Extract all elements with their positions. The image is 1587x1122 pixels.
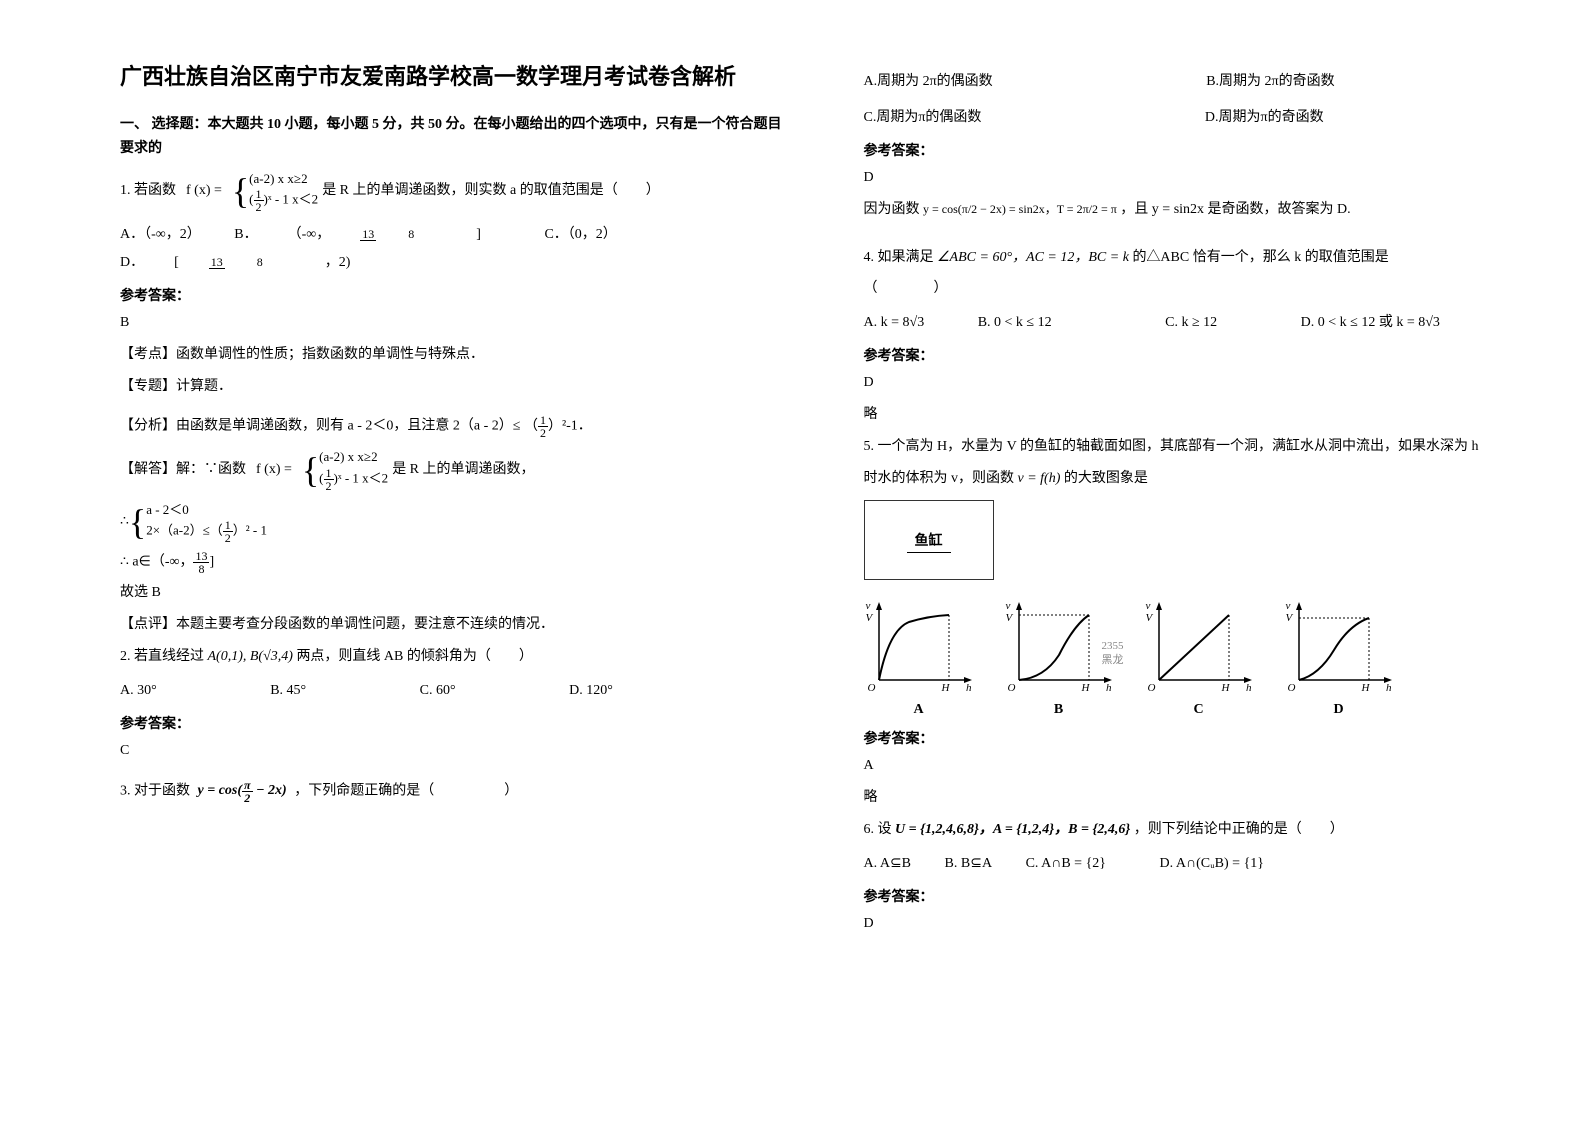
q1-note2: 【专题】计算题． [120, 375, 784, 399]
q1-ans: B [120, 311, 784, 335]
q3-options-row2: C.周期为π的偶函数 D.周期为π的奇函数 [864, 104, 1528, 132]
q4-optB: B. 0 < k ≤ 12 [978, 309, 1052, 337]
q3-expl: 因为函数 y = cos(π/2 − 2x) = sin2x，T = 2π/2 … [864, 198, 1528, 222]
q1-options: A．（-∞，2） B．（-∞，138] C．（0，2） D．[138，2) [120, 221, 784, 277]
chart-C: v V O H h C [1144, 600, 1254, 700]
q4-ans-label: 参考答案： [864, 345, 1528, 365]
q3-optC: C.周期为π的偶函数 [864, 104, 982, 132]
chart-D-label: D [1284, 702, 1394, 718]
q1-optC: C．（0，2） [544, 221, 616, 249]
tank-label: 鱼缸 [907, 528, 951, 553]
q2-optD: D. 120° [569, 677, 613, 705]
q2-optB: B. 45° [270, 677, 306, 705]
q5-charts: v V O H h A v V O H h 2355黑龙 [864, 600, 1528, 700]
q6-optB: B. B⊆A [945, 850, 993, 878]
q1-note1: 【考点】函数单调性的性质；指数函数的单调性与特殊点． [120, 343, 784, 367]
q2: 2. 若直线经过 A(0,1), B(√3,4) 两点，则直线 AB 的倾斜角为… [120, 645, 784, 669]
tank-figure: 鱼缸 [864, 500, 994, 580]
q1-conclusion: ∴ a∈（-∞，138] [120, 550, 784, 575]
q5-brief: 略 [864, 786, 1528, 810]
q4-brief: 略 [864, 403, 1528, 427]
q1-prefix: 1. 若函数 [120, 179, 176, 203]
q1-pick: 故选 B [120, 581, 784, 605]
q6-optD: D. A∩(CᵤB) = {1} [1160, 850, 1264, 878]
q1: 1. 若函数 f (x) = { (a-2) x x≥2 (12)ˣ - 1 x… [120, 169, 784, 214]
q1-note5: 【点评】本题主要考查分段函数的单调性问题，要注意不连续的情况． [120, 613, 784, 637]
chart-B-label: B [1004, 702, 1114, 718]
section-1-header: 一、 选择题：本大题共 10 小题，每小题 5 分，共 50 分。在每小题给出的… [120, 113, 784, 161]
q1-suffix: 是 R 上的单调递函数，则实数 a 的取值范围是（ ） [322, 179, 660, 203]
chart-B: v V O H h 2355黑龙 B [1004, 600, 1114, 700]
q1-optA: A．（-∞，2） [120, 221, 201, 249]
q4-paren: （ ） [864, 277, 1528, 301]
q5-line2: 时水的体积为 v，则函数 v = f(h) 的大致图象是 [864, 467, 1528, 491]
right-column: A.周期为 2π的偶函数 B.周期为 2π的奇函数 C.周期为π的偶函数 D.周… [824, 60, 1548, 1082]
q1-optB: B．（-∞，138] [234, 221, 511, 249]
q6-options: A. A⊆B B. B⊆A C. A∩B = {2} D. A∩(CᵤB) = … [864, 850, 1528, 878]
q6: 6. 设 U = {1,2,4,6,8}，A = {1,2,4}，B = {2,… [864, 818, 1528, 842]
q4-ans: D [864, 371, 1528, 395]
q2-options: A. 30° B. 45° C. 60° D. 120° [120, 677, 784, 705]
q4-optA: A. k = 8√3 [864, 309, 925, 337]
q3-ans-label: 参考答案： [864, 140, 1528, 160]
q6-ans-label: 参考答案： [864, 886, 1528, 906]
q1-optD: D．[138，2) [120, 249, 380, 277]
q3-optD: D.周期为π的奇函数 [1205, 104, 1324, 132]
chart-C-label: C [1144, 702, 1254, 718]
q1-solution: 【解答】解：∵函数 f (x) = { (a-2) x x≥2 (12)ˣ - … [120, 447, 784, 492]
q5-ans: A [864, 754, 1528, 778]
q3-options-row1: A.周期为 2π的偶函数 B.周期为 2π的奇函数 [864, 68, 1528, 96]
q3-optB: B.周期为 2π的奇函数 [1206, 68, 1334, 96]
q6-optC: C. A∩B = {2} [1026, 850, 1106, 878]
q5: 5. 一个高为 H，水量为 V 的鱼缸的轴截面如图，其底部有一个洞，满缸水从洞中… [864, 435, 1528, 459]
q2-ans-label: 参考答案： [120, 713, 784, 733]
exam-title: 广西壮族自治区南宁市友爱南路学校高一数学理月考试卷含解析 [120, 60, 784, 93]
q3-fn: y = cos(π2 − 2x) [198, 783, 287, 798]
q2-optA: A. 30° [120, 677, 157, 705]
q3-ans: D [864, 166, 1528, 190]
q5-ans-label: 参考答案： [864, 728, 1528, 748]
q6-ans: D [864, 912, 1528, 936]
q1-fx: f (x) = [186, 179, 222, 203]
chart-D: v V O H h D [1284, 600, 1394, 700]
watermark: 2355黑龙 [1102, 640, 1124, 666]
q2-optC: C. 60° [420, 677, 456, 705]
chart-A: v V O H h A [864, 600, 974, 700]
q1-line2: (12)ˣ - 1 x＜2 [249, 188, 318, 213]
q1-ans-label: 参考答案： [120, 285, 784, 305]
q3-optA: A.周期为 2π的偶函数 [864, 68, 993, 96]
q1-system: ∴ { a - 2＜0 2×（a-2）≤（12）² - 1 [120, 500, 784, 545]
q4-optC: C. k ≥ 12 [1165, 309, 1217, 337]
q3: 3. 对于函数 y = cos(π2 − 2x) ，下列命题正确的是（ ） [120, 779, 784, 804]
q1-analysis: 【分析】由函数是单调递函数，则有 a - 2＜0，且注意 2（a - 2）≤ （… [120, 414, 784, 439]
q2-ans: C [120, 739, 784, 763]
chart-A-label: A [864, 702, 974, 718]
q4: 4. 如果满足 ∠ABC = 60°，AC = 12，BC = k 的△ABC … [864, 246, 1528, 270]
q6-optA: A. A⊆B [864, 850, 912, 878]
q4-options: A. k = 8√3 B. 0 < k ≤ 12 C. k ≥ 12 D. 0 … [864, 309, 1528, 337]
q1-piecewise: { (a-2) x x≥2 (12)ˣ - 1 x＜2 [232, 169, 318, 214]
q4-optD: D. 0 < k ≤ 12 或 k = 8√3 [1301, 309, 1440, 337]
q1-line1: (a-2) x x≥2 [249, 169, 318, 189]
left-column: 广西壮族自治区南宁市友爱南路学校高一数学理月考试卷含解析 一、 选择题：本大题共… [100, 60, 824, 1082]
